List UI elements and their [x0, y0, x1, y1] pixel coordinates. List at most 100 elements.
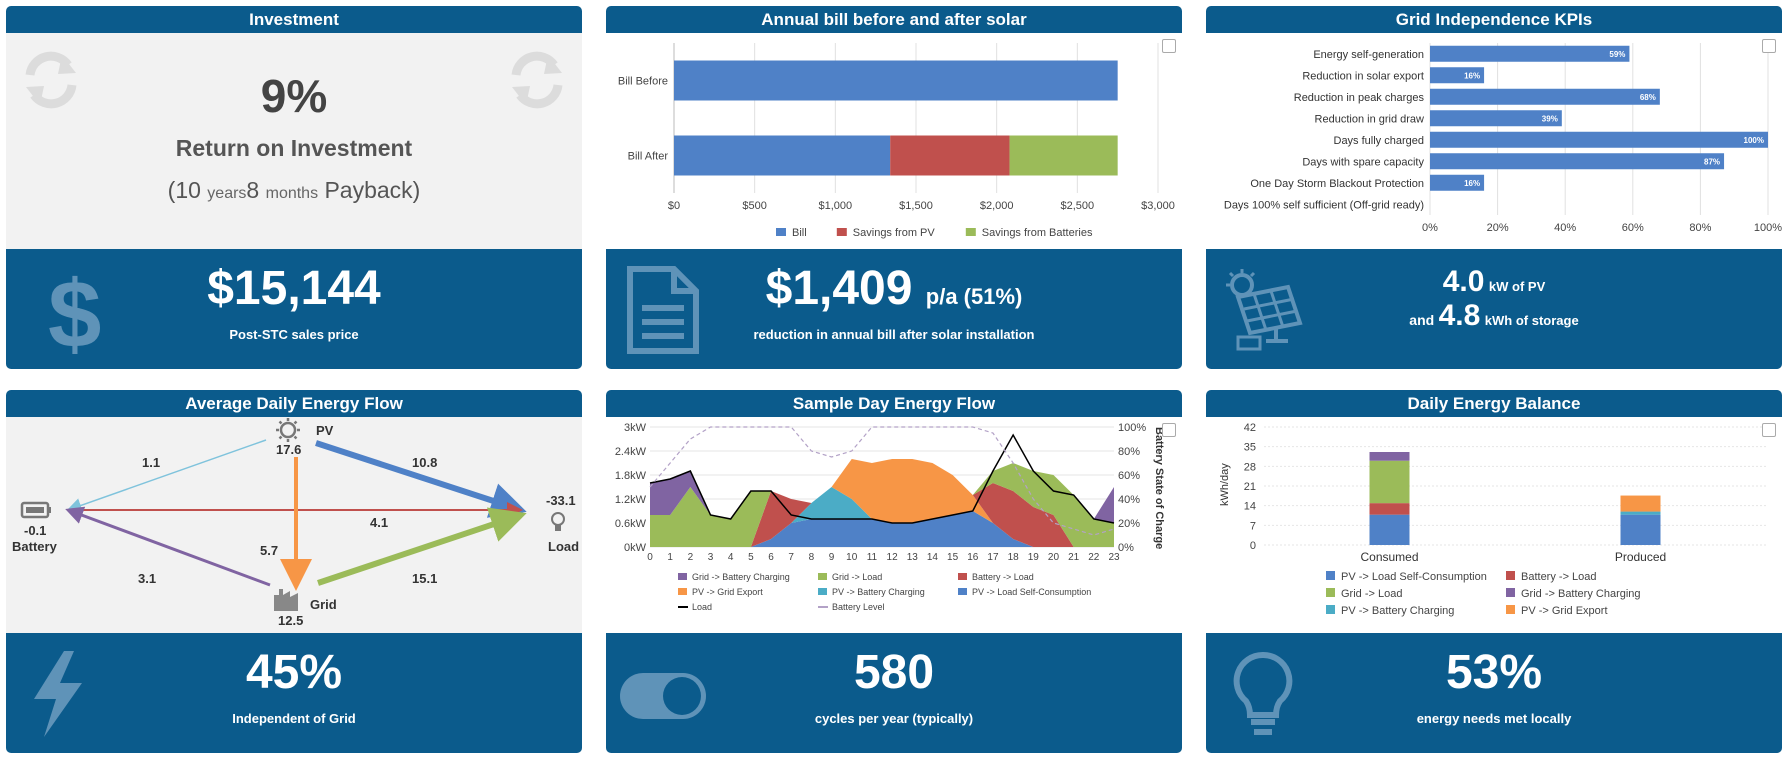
roi-label: Return on Investment: [175, 135, 413, 161]
y-tick-label: 3kW: [624, 422, 647, 434]
bar-segment: [890, 135, 1010, 176]
kpi-value-label: 16%: [1464, 179, 1480, 188]
payback-months: 8: [246, 177, 260, 203]
daily-balance-title: Daily Energy Balance: [1206, 390, 1782, 417]
area-series: [650, 459, 1114, 547]
payback-text: (10 years8 months Payback): [6, 177, 582, 204]
bar-segment: [1369, 503, 1410, 515]
dollar-icon: $: [48, 265, 101, 355]
bar-segment: [1620, 514, 1661, 545]
kpi-label: Days 100% self sufficient (Off-grid read…: [1224, 199, 1424, 211]
download-chart-icon[interactable]: [1762, 39, 1776, 53]
legend-swatch: [776, 228, 786, 236]
y-tick-label: 35: [1244, 442, 1256, 454]
document-icon: [627, 266, 699, 354]
x-tick-label: $2,500: [1061, 200, 1095, 212]
legend-swatch: [958, 588, 967, 595]
grid-kpis-chart: 0% 20% 40% 60% 80% 100% Energy self-generation…: [1224, 43, 1782, 234]
sample-day-title: Sample Day Energy Flow: [606, 390, 1182, 417]
legend-label: PV -> Battery Charging: [832, 587, 925, 597]
y-tick-label: 0kW: [624, 542, 647, 554]
battery-icon: [20, 501, 51, 519]
x-tick-label: 80%: [1689, 222, 1711, 234]
energy-flow-diagram: PV 17.6 -0.1 Battery -33.1 Load Grid 12.…: [6, 417, 582, 633]
legend-swatch: [818, 573, 827, 580]
load-label: Load: [548, 539, 579, 554]
lightbulb-icon: [1233, 651, 1293, 735]
y-axis-label: kWh/day: [1219, 463, 1231, 506]
kpi-value-label: 68%: [1640, 93, 1656, 102]
x-tick-label: 3: [708, 552, 714, 563]
x-tick-label: 21: [1068, 552, 1080, 563]
y2-tick-label: 100%: [1118, 422, 1146, 434]
legend-swatch: [1326, 605, 1335, 614]
flow-label-grid-battery: 3.1: [138, 571, 156, 586]
x-tick-label: 100%: [1754, 222, 1782, 234]
grid-kpis-footer: 4.0 kW of PV and 4.8 kWh of storage: [1206, 249, 1782, 369]
kpi-label: Days with spare capacity: [1302, 156, 1424, 168]
legend-label: PV -> Battery Charging: [1341, 605, 1454, 617]
y-tick-label: 21: [1244, 481, 1256, 493]
area-series: [650, 459, 1114, 547]
y2-tick-label: 0%: [1118, 542, 1134, 554]
kpi-value-label: 100%: [1744, 136, 1764, 145]
y2-tick-label: 20%: [1118, 518, 1140, 530]
sales-price-label: Post-STC sales price: [229, 327, 359, 342]
investment-title: Investment: [6, 6, 582, 33]
x-tick-label: 2: [688, 552, 694, 563]
bill-reduction-value: $1,409: [765, 262, 913, 315]
bar-segment: [674, 60, 1118, 101]
kpi-value-label: 16%: [1464, 71, 1480, 80]
x-tick-label: 10: [846, 552, 858, 563]
legend-label: Battery Level: [832, 602, 885, 612]
download-chart-icon[interactable]: [1162, 423, 1176, 437]
kpi-bar: [1430, 45, 1630, 62]
sample-day-chart: 0kW 0.6kW 1.2kW 1.8kW 2.4kW 3kW 0% 20% 40% 60% 80%…: [615, 422, 1165, 612]
y-tick-label: 7: [1250, 520, 1256, 532]
flow-label-pv-battery: 1.1: [142, 455, 160, 470]
sales-price-value: $15,144: [207, 262, 381, 315]
x-tick-label: 60%: [1622, 222, 1644, 234]
load-line: [649, 433, 1115, 524]
y-tick-label: 2.4kW: [615, 446, 647, 458]
legend-swatch: [1326, 571, 1335, 580]
flow-grid-battery: [65, 506, 271, 587]
x-tick-label: 20: [1048, 552, 1060, 563]
legend-swatch: [1326, 588, 1335, 597]
y-tick-label: 0: [1250, 540, 1256, 552]
x-tick-label: 40%: [1554, 222, 1576, 234]
kpi-bar: [1430, 131, 1768, 148]
download-chart-icon[interactable]: [1762, 423, 1776, 437]
legend-label: Grid -> Battery Charging: [1521, 588, 1641, 600]
sample-day-chart-area: 0kW 0.6kW 1.2kW 1.8kW 2.4kW 3kW 0% 20% 40% 60% 80%…: [606, 417, 1182, 633]
sample-day-footer: 580 cycles per year (typically): [606, 633, 1182, 753]
y2-axis-label: Battery State of Charge: [1153, 427, 1165, 549]
bar-segment: [1369, 514, 1410, 545]
kpi-bar: [1430, 174, 1485, 191]
legend-swatch: [1506, 571, 1515, 580]
local-energy-value: 53%: [1445, 646, 1543, 699]
y2-tick-label: 60%: [1118, 470, 1140, 482]
grid-kpis-chart-area: 0% 20% 40% 60% 80% 100% Energy self-generation…: [1206, 33, 1782, 249]
x-tick-label: 16: [967, 552, 979, 563]
kpi-label: One Day Storm Blackout Protection: [1250, 178, 1424, 190]
download-chart-icon[interactable]: [1162, 39, 1176, 53]
daily-balance-footer: 53% energy needs met locally: [1206, 633, 1782, 753]
category-label: Bill Before: [618, 76, 668, 88]
legend-swatch: [678, 588, 687, 595]
battery-value: -0.1: [24, 523, 46, 538]
legend-label: Battery -> Load: [972, 572, 1034, 582]
x-tick-label: 8: [809, 552, 815, 563]
legend-label: Grid -> Load: [1341, 588, 1402, 600]
storage-size-value: 4.8: [1438, 299, 1481, 332]
x-tick-label: 14: [927, 552, 939, 563]
legend-label: Grid -> Battery Charging: [692, 572, 790, 582]
bill-reduction: $1,409 p/a (51%): [606, 261, 1182, 325]
legend-label: PV -> Grid Export: [692, 587, 763, 597]
kpi-value-label: 39%: [1542, 114, 1558, 123]
kpi-value-label: 87%: [1704, 157, 1720, 166]
pv-value: 17.6: [276, 442, 301, 457]
energy-flow-footer: 45% Independent of Grid: [6, 633, 582, 753]
flow-label-pv-load: 10.8: [412, 455, 437, 470]
toggle-icon: [620, 673, 706, 719]
